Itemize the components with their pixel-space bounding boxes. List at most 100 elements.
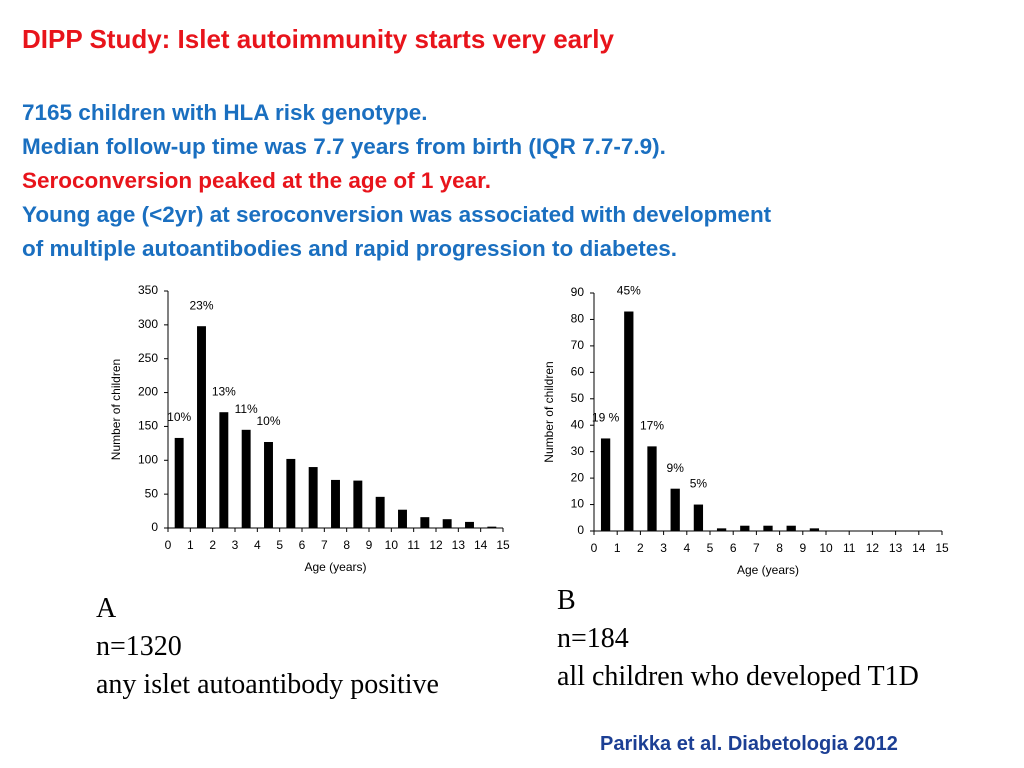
x-axis-label: Age (years)	[304, 560, 366, 574]
bar-label: 23%	[189, 298, 213, 312]
bar	[375, 496, 385, 528]
x-tick-label: 4	[683, 541, 690, 555]
x-tick-label: 9	[799, 541, 806, 555]
x-tick-label: 1	[614, 541, 621, 555]
y-axis-label: Number of children	[542, 361, 556, 462]
text-line: 7165 children with HLA risk genotype.	[22, 100, 428, 125]
x-tick-label: 12	[866, 541, 880, 555]
y-axis-label: Number of children	[109, 359, 123, 460]
y-tick-label: 350	[138, 283, 158, 297]
text-line: of multiple autoantibodies and rapid pro…	[22, 236, 678, 261]
x-tick-label: 15	[496, 538, 510, 552]
bar	[740, 525, 750, 531]
caption-line: A	[96, 593, 117, 624]
bar	[197, 326, 206, 528]
bar	[286, 458, 296, 528]
text-line: Seroconversion peaked at the age of 1 ye…	[22, 168, 491, 193]
x-tick-label: 11	[407, 538, 420, 552]
bar	[264, 442, 273, 528]
bar-label: 5%	[690, 477, 708, 491]
bar	[763, 525, 773, 531]
x-tick-label: 7	[753, 541, 760, 555]
bar	[353, 480, 363, 528]
bar-label: 11%	[235, 402, 258, 416]
x-tick-label: 11	[843, 541, 856, 555]
y-tick-label: 40	[571, 417, 585, 431]
bar	[331, 479, 340, 528]
x-tick-label: 12	[429, 538, 443, 552]
y-tick-label: 100	[138, 452, 158, 466]
y-tick-label: 10	[571, 497, 585, 511]
y-tick-label: 60	[571, 365, 585, 379]
x-tick-label: 0	[591, 541, 598, 555]
x-tick-label: 4	[254, 538, 261, 552]
bar-label: 45%	[617, 284, 641, 298]
y-tick-label: 50	[145, 486, 159, 500]
y-tick-label: 150	[138, 419, 158, 433]
y-tick-label: 250	[138, 351, 158, 365]
y-tick-label: 50	[571, 391, 585, 405]
bar	[809, 528, 820, 531]
x-tick-label: 8	[776, 541, 783, 555]
x-axis-label: Age (years)	[737, 563, 799, 577]
bar	[308, 467, 318, 528]
x-tick-label: 2	[209, 538, 216, 552]
text-line: Young age (<2yr) at seroconversion was a…	[22, 202, 772, 227]
x-tick-label: 8	[343, 538, 350, 552]
bar	[420, 517, 430, 528]
caption-line: B	[557, 585, 576, 616]
bar	[241, 429, 251, 528]
x-tick-label: 10	[819, 541, 833, 555]
x-tick-label: 3	[660, 541, 667, 555]
bar-label: 10%	[167, 410, 191, 424]
bar	[398, 509, 407, 528]
x-tick-label: 3	[232, 538, 239, 552]
x-tick-label: 15	[935, 541, 949, 555]
caption-line: any islet autoantibody positive	[96, 669, 439, 700]
bar	[670, 488, 680, 531]
y-tick-label: 80	[571, 312, 585, 326]
x-tick-label: 0	[165, 538, 172, 552]
bar	[693, 504, 704, 531]
y-tick-label: 30	[571, 444, 585, 458]
x-tick-label: 5	[276, 538, 283, 552]
y-tick-label: 0	[151, 520, 158, 534]
bar	[786, 525, 796, 531]
x-tick-label: 5	[707, 541, 714, 555]
bar	[487, 526, 497, 528]
bar	[442, 519, 452, 528]
x-tick-label: 6	[730, 541, 737, 555]
x-tick-label: 13	[889, 541, 903, 555]
y-tick-label: 200	[138, 385, 158, 399]
x-tick-label: 14	[912, 541, 926, 555]
bar	[219, 412, 229, 528]
caption: B n=184 all children who developed T1D	[557, 582, 919, 696]
y-tick-label: 70	[571, 338, 585, 352]
bar	[465, 521, 474, 528]
x-tick-label: 7	[321, 538, 328, 552]
bar	[174, 437, 184, 528]
caption-line: all children who developed T1D	[557, 661, 919, 692]
bar-label: 10%	[256, 414, 280, 428]
y-tick-label: 300	[138, 317, 158, 331]
x-tick-label: 9	[366, 538, 373, 552]
bar	[624, 311, 634, 531]
x-tick-label: 14	[474, 538, 488, 552]
x-tick-label: 1	[187, 538, 194, 552]
bar	[600, 438, 611, 531]
bar	[716, 528, 727, 531]
bar-label: 13%	[212, 384, 236, 398]
y-tick-label: 0	[577, 523, 584, 537]
caption-line: n=1320	[96, 631, 182, 662]
bar-label: 17%	[640, 419, 664, 433]
bar-label: 9%	[667, 461, 685, 475]
bar-label: 19 %	[592, 411, 620, 425]
slide-title: DIPP Study: Islet autoimmunity starts ve…	[22, 24, 614, 54]
x-tick-label: 6	[299, 538, 306, 552]
bar	[647, 446, 657, 531]
y-tick-label: 90	[571, 285, 585, 299]
text-line: Median follow-up time was 7.7 years from…	[22, 134, 666, 159]
x-tick-label: 13	[452, 538, 466, 552]
